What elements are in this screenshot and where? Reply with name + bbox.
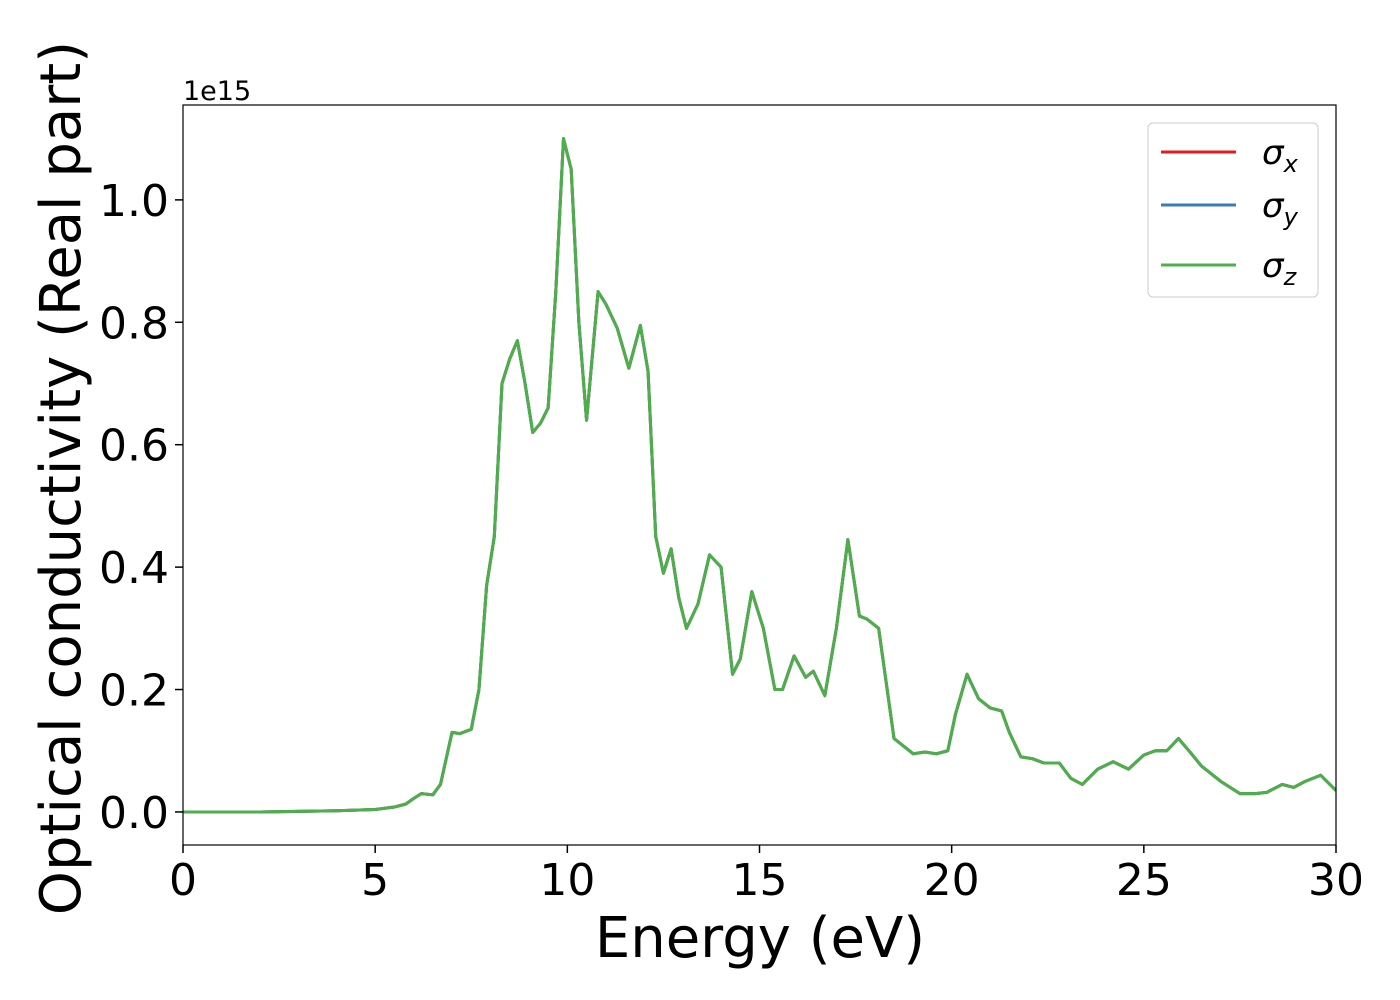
x-tick-label: 10 bbox=[539, 855, 595, 906]
y-offset-label: 1e15 bbox=[183, 76, 251, 107]
x-tick-label: 25 bbox=[1116, 855, 1172, 906]
legend-label: σx bbox=[1262, 133, 1299, 178]
legend-box bbox=[1147, 122, 1319, 298]
plot-frame bbox=[182, 104, 1337, 846]
x-tick-label: 15 bbox=[732, 855, 788, 906]
y-tick-label: 1.0 bbox=[99, 176, 169, 227]
x-tick-label: 0 bbox=[169, 855, 197, 906]
x-axis-label: Energy (eV) bbox=[595, 906, 925, 971]
y-tick-label: 0.8 bbox=[99, 298, 169, 349]
legend-label: σz bbox=[1262, 246, 1298, 291]
y-axis-label: Optical conductivity (Real part) bbox=[29, 41, 94, 915]
x-tick-label: 20 bbox=[924, 855, 980, 906]
y-tick-label: 0.0 bbox=[99, 788, 169, 839]
y-tick-label: 0.2 bbox=[99, 666, 169, 717]
x-tick-label: 30 bbox=[1308, 855, 1364, 906]
y-tick-label: 0.4 bbox=[99, 543, 169, 594]
series-line bbox=[183, 137, 1336, 814]
y-tick-label: 0.6 bbox=[99, 421, 169, 472]
x-tick-label: 5 bbox=[361, 855, 389, 906]
legend-label: σy bbox=[1262, 186, 1299, 231]
